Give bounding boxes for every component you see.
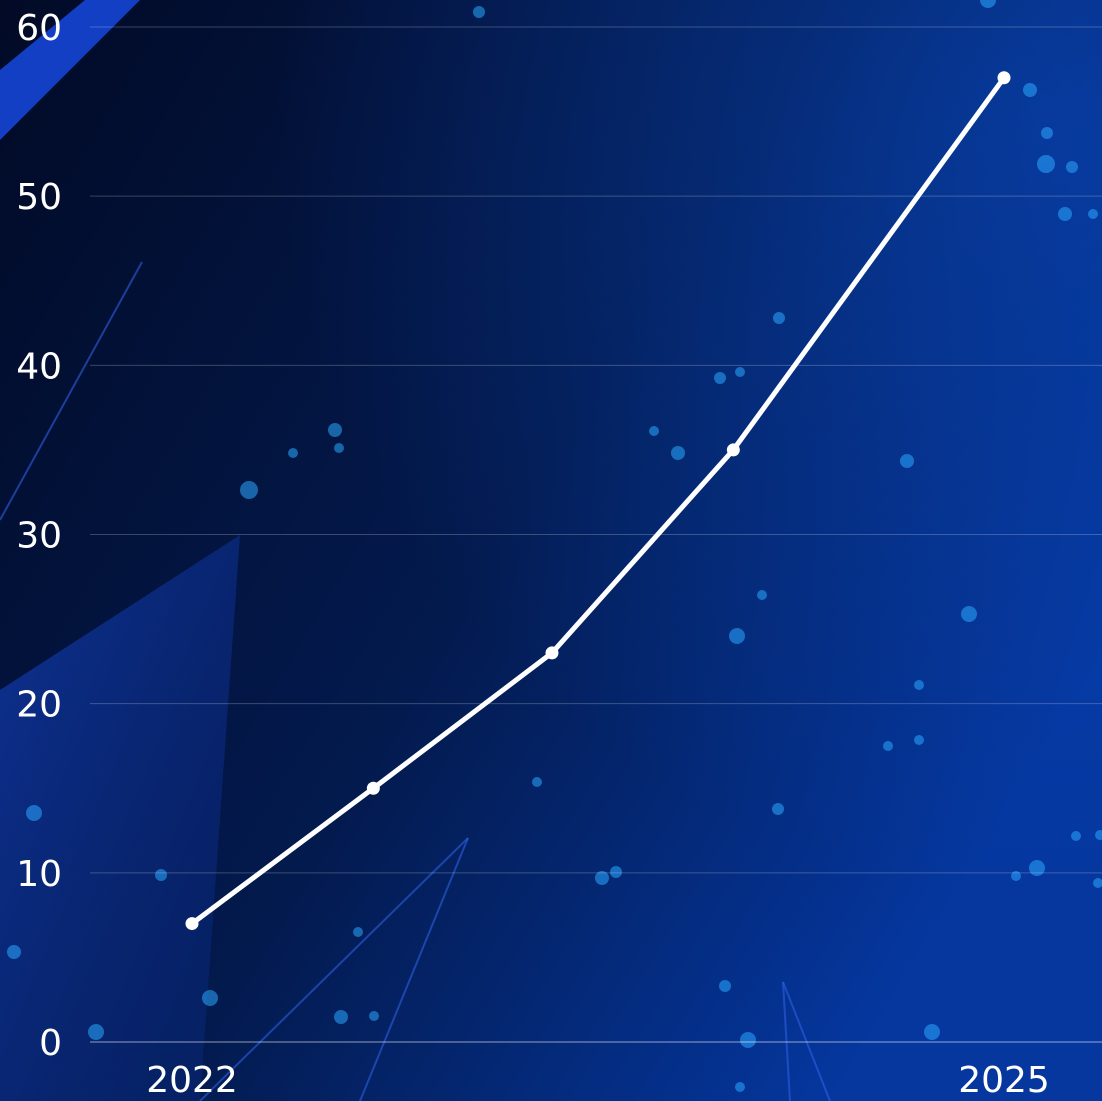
y-tick-label: 60 (16, 8, 62, 49)
data-point (366, 781, 380, 795)
series-layer (185, 71, 1011, 931)
y-tick-label: 50 (16, 177, 62, 218)
x-tick-label: 2025 (958, 1060, 1050, 1101)
y-tick-label: 30 (16, 516, 62, 557)
y-axis-ticks: 0 10 20 30 40 50 60 (16, 8, 62, 1064)
data-point (545, 646, 559, 660)
data-point (726, 443, 740, 457)
y-tick-label: 40 (16, 346, 62, 387)
data-point (185, 917, 199, 931)
decorative-dots (7, 0, 1102, 1092)
x-axis-ticks: 2022 2025 (146, 1060, 1050, 1101)
y-tick-label: 10 (16, 854, 62, 895)
x-tick-label: 2022 (146, 1060, 238, 1101)
y-tick-label: 0 (39, 1023, 62, 1064)
data-point (997, 71, 1011, 85)
y-tick-label: 20 (16, 685, 62, 726)
